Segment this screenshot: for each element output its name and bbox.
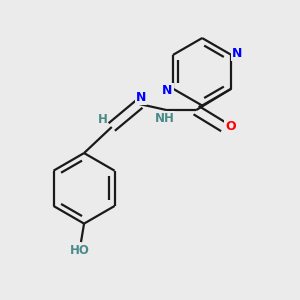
Text: H: H — [98, 113, 107, 126]
Text: O: O — [225, 121, 236, 134]
Text: N: N — [136, 91, 146, 104]
Text: NH: NH — [154, 112, 174, 125]
Text: N: N — [162, 84, 172, 97]
Text: N: N — [232, 47, 242, 60]
Text: HO: HO — [70, 244, 89, 257]
